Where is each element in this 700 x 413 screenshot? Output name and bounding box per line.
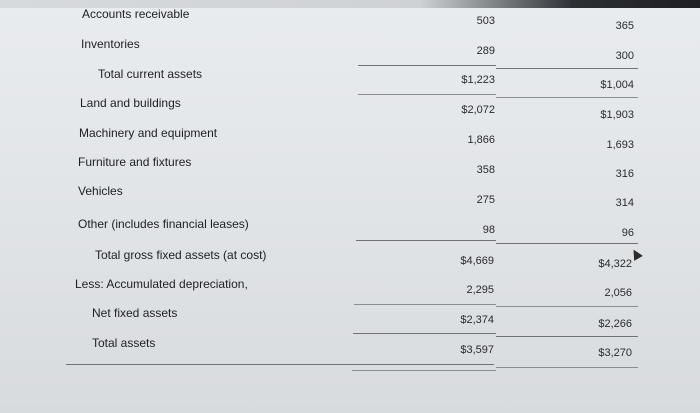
row-label-accumulated-depreciation-text: Less: Accumulated depreciation (75, 277, 245, 291)
value-col1-other: 98 (482, 224, 495, 236)
rule-col1-total-current (358, 94, 496, 95)
row-label-accounts-receivable: Accounts receivable (82, 7, 190, 21)
rule-col1-depreciation (354, 304, 496, 305)
stray-comma-mark: , (244, 277, 248, 291)
value-col1-furniture-and-fixtures: 358 (476, 164, 495, 176)
value-col2-furniture-and-fixtures: 316 (615, 168, 634, 180)
value-col1-net-fixed-assets: $2,374 (460, 314, 494, 326)
value-col1-total-gross-fixed-assets: $4,669 (460, 255, 494, 267)
rule-col2-current (496, 68, 638, 69)
rule-col1-current (358, 65, 496, 66)
row-label-accumulated-depreciation: Less: Accumulated depreciation, (75, 277, 248, 291)
rule-col1-net-fixed (353, 333, 496, 334)
value-col2-net-fixed-assets: $2,266 (598, 318, 632, 330)
row-label-inventories: Inventories (81, 37, 140, 51)
value-col1-accumulated-depreciation: 2,295 (466, 284, 494, 296)
value-col1-total-assets: $3,597 (460, 344, 494, 356)
value-col2-accumulated-depreciation: 2,056 (604, 287, 632, 299)
value-col2-accounts-receivable: 365 (615, 20, 634, 32)
rule-col1-fixed (356, 240, 496, 241)
value-col1-inventories: 289 (476, 45, 495, 57)
value-col2-total-current-assets: $1,004 (600, 79, 634, 91)
rule-col2-depreciation (496, 306, 638, 307)
row-label-vehicles: Vehicles (78, 184, 123, 198)
rule-bottom-total (66, 364, 494, 365)
row-label-furniture-and-fixtures: Furniture and fixtures (78, 155, 192, 169)
rule-col2-fixed (496, 243, 638, 244)
value-col1-land-and-buildings: $2,072 (461, 104, 495, 116)
row-label-net-fixed-assets: Net fixed assets (92, 306, 178, 320)
value-col2-machinery-and-equipment: 1,693 (606, 139, 634, 151)
row-label-total-gross-fixed-assets: Total gross fixed assets (at cost) (95, 248, 267, 262)
value-col1-total-current-assets: $1,223 (461, 74, 495, 86)
value-col1-accounts-receivable: 503 (476, 15, 495, 27)
value-col2-total-gross-fixed-assets: $4,322 (598, 258, 632, 270)
value-col2-inventories: 300 (615, 50, 634, 62)
row-label-machinery-and-equipment: Machinery and equipment (79, 126, 218, 140)
value-col1-machinery-and-equipment: 1,866 (467, 134, 495, 146)
row-label-total-assets: Total assets (92, 336, 156, 350)
value-col2-total-assets: $3,270 (598, 347, 632, 359)
window-top-edge (0, 0, 700, 8)
row-label-total-current-assets: Total current assets (98, 67, 203, 81)
value-col2-other: 96 (621, 227, 634, 239)
rule-col2-total-current (496, 97, 638, 98)
value-col2-land-and-buildings: $1,903 (600, 109, 634, 121)
value-col2-vehicles: 314 (615, 197, 634, 209)
value-col1-vehicles: 275 (476, 194, 495, 206)
row-label-other: Other (includes financial leases) (78, 217, 249, 231)
row-label-land-and-buildings: Land and buildings (80, 96, 181, 110)
rule-col2-double (496, 367, 638, 368)
rule-col2-net-fixed (496, 336, 638, 337)
rule-col1-double (352, 370, 496, 371)
